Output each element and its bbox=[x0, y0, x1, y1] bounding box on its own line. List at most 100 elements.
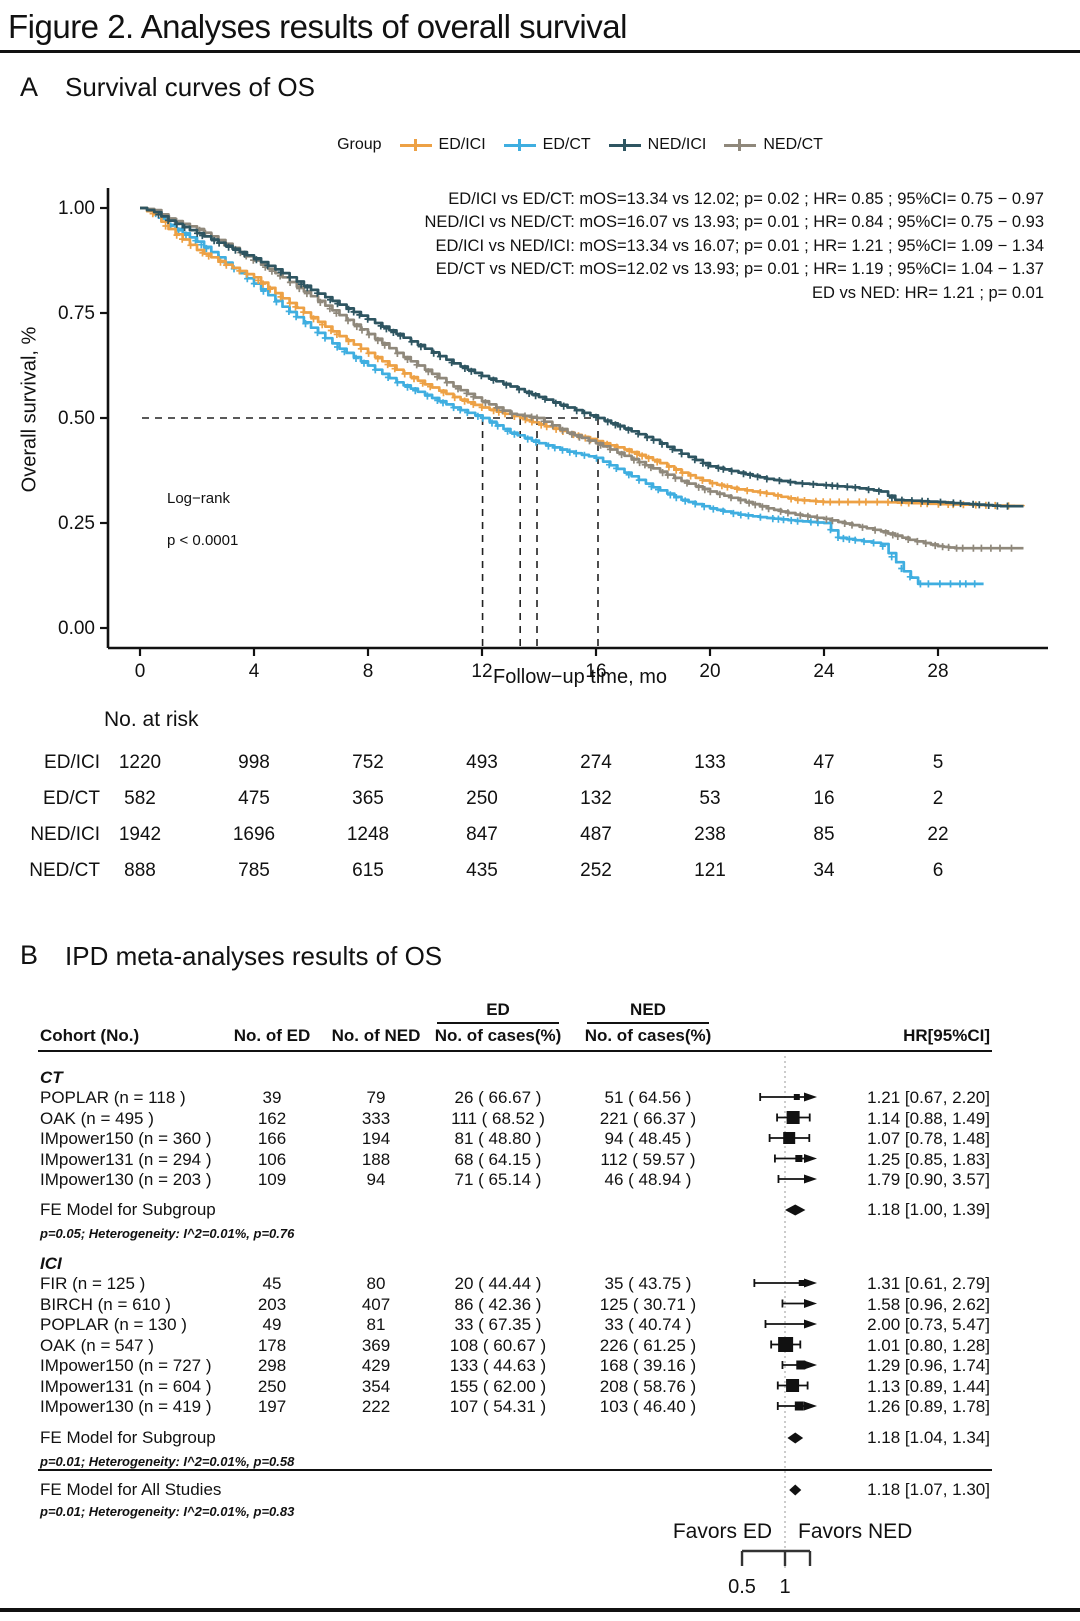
risk-count: 998 bbox=[238, 752, 270, 773]
forest-hr-cell: 1.07 [0.78, 1.48] bbox=[867, 1129, 990, 1148]
km-survival-plot: 1.00 0.75 0.50 0.25 0.00 0 4 8 12 16 20 24 28 bbox=[58, 188, 1048, 682]
ci-arrow-right bbox=[804, 1278, 817, 1288]
logrank-pvalue: p < 0.0001 bbox=[167, 532, 239, 549]
forest-cohort-cell: OAK (n = 547 ) bbox=[40, 1335, 154, 1355]
forest-cohort-cell: IMpower150 (n = 360 ) bbox=[40, 1129, 212, 1148]
forest-ned-count-cell: 39 bbox=[262, 1088, 282, 1107]
col-header-no-of-ned: No. of NED bbox=[331, 1026, 421, 1045]
annotation-line: ED/CT vs NED/CT: mOS=12.02 vs 13.93; p= … bbox=[435, 260, 1044, 279]
forest-nned-count-cell: 369 bbox=[361, 1335, 391, 1355]
forest-ned-count-cell: 49 bbox=[262, 1315, 282, 1334]
col-header-ed-cases: No. of cases(%) bbox=[434, 1026, 562, 1045]
risk-count: 615 bbox=[352, 860, 384, 881]
hr-point-square bbox=[778, 1337, 794, 1352]
forest-cohort-cell: IMpower131 (n = 294 ) bbox=[40, 1149, 212, 1169]
col-header-no-of-ed: No. of ED bbox=[233, 1026, 311, 1045]
legend-item-ed-ct: ED/CT bbox=[503, 136, 591, 154]
forest-hr-cell: 1.31 [0.61, 2.79] bbox=[867, 1274, 990, 1293]
figure-title: Figure 2. Analyses results of overall su… bbox=[8, 8, 627, 45]
km-censor-marks-ed-ici bbox=[149, 210, 1012, 510]
forest-ned-cases-cell: 94 ( 48.45 ) bbox=[604, 1129, 692, 1148]
figure-bottom-rule bbox=[0, 1608, 1080, 1612]
forest-cohort-cell: FIR (n = 125 ) bbox=[40, 1274, 146, 1293]
ci-arrow-right bbox=[804, 1299, 817, 1308]
legend-label: ED/CT bbox=[542, 136, 591, 153]
ed-ici-key-icon bbox=[399, 138, 432, 153]
risk-table-title: No. at risk bbox=[104, 708, 199, 731]
km-y-tick-label: 1.00 bbox=[58, 198, 95, 219]
forest-ed-cases-cell: 71 ( 65.14 ) bbox=[454, 1170, 542, 1189]
hr-point-square bbox=[783, 1132, 796, 1144]
col-header-hr: HR[95%CI] bbox=[903, 1026, 990, 1045]
forest-nned-count-cell: 79 bbox=[366, 1088, 386, 1107]
forest-subgroup-label: CT bbox=[40, 1068, 63, 1087]
forest-cohort-cell: IMpower130 (n = 419 ) bbox=[40, 1397, 212, 1416]
forest-hr-cell: 1.79 [0.90, 3.57] bbox=[867, 1170, 990, 1189]
forest-cohort-cell: IMpower130 (n = 203 ) bbox=[40, 1170, 212, 1189]
risk-row-label: ED/ICI bbox=[44, 752, 100, 773]
km-y-tick-label: 0.50 bbox=[58, 408, 95, 429]
forest-ned-count-cell: 109 bbox=[257, 1170, 287, 1189]
risk-count: 85 bbox=[813, 824, 835, 845]
risk-count: 238 bbox=[694, 824, 726, 845]
forest-nned-count-cell: 80 bbox=[366, 1274, 386, 1293]
legend-label: NED/ICI bbox=[647, 136, 707, 153]
forest-ned-count-cell: 197 bbox=[257, 1397, 287, 1416]
km-x-tick-label: 4 bbox=[249, 661, 260, 682]
subgroup-separator-rule bbox=[38, 1469, 992, 1471]
fe-subgroup-label: FE Model for Subgroup bbox=[40, 1428, 216, 1447]
km-y-tick-label: 0.25 bbox=[58, 513, 95, 534]
forest-hr-cell: 1.21 [0.67, 2.20] bbox=[867, 1088, 990, 1107]
header-rule bbox=[38, 1050, 992, 1052]
forest-ned-count-cell: 45 bbox=[262, 1274, 282, 1293]
forest-ned-count-cell: 178 bbox=[257, 1335, 287, 1355]
km-y-axis-label: Overall survival, % bbox=[18, 326, 41, 493]
forest-ed-cases-cell: 107 ( 54.31 ) bbox=[449, 1397, 547, 1416]
km-x-axis-label: Follow−up time, mo bbox=[493, 666, 667, 688]
forest-ed-cases-cell: 133 ( 44.63 ) bbox=[449, 1356, 547, 1375]
panel-a-heading: Survival curves of OS bbox=[65, 72, 315, 102]
annotation-line: ED vs NED: HR= 1.21 ; p= 0.01 bbox=[811, 283, 1044, 302]
risk-count: 847 bbox=[466, 824, 498, 845]
km-curve-ed-ct bbox=[140, 206, 984, 586]
annotation-line: NED/ICI vs NED/CT: mOS=16.07 vs 13.93; p… bbox=[424, 213, 1044, 232]
forest-subgroup-label: ICI bbox=[40, 1254, 62, 1273]
forest-nned-count-cell: 407 bbox=[361, 1294, 391, 1314]
forest-ned-cases-cell: 46 ( 48.94 ) bbox=[604, 1170, 692, 1189]
forest-ned-cases-cell: 51 ( 64.56 ) bbox=[604, 1088, 692, 1107]
forest-nned-count-cell: 429 bbox=[361, 1356, 391, 1375]
forest-ned-cases-cell: 33 ( 40.74 ) bbox=[604, 1315, 692, 1334]
km-y-tick-label: 0.00 bbox=[58, 618, 95, 639]
ci-arrow-right bbox=[804, 1401, 817, 1411]
fe-model-diamond bbox=[789, 1484, 802, 1496]
hr-point-square bbox=[794, 1401, 804, 1411]
km-x-tick-label: 0 bbox=[135, 661, 146, 682]
scale-tick-1: 1 bbox=[779, 1576, 791, 1598]
fe-all-studies-heterogeneity-note: p=0.01; Heterogeneity: I^2=0.01%, p=0.83 bbox=[40, 1504, 295, 1519]
forest-cohort-cell: POPLAR (n = 130 ) bbox=[40, 1315, 187, 1334]
km-legend: Group ED/ICI ED/CT NED/ICI NED/CT bbox=[112, 136, 1048, 154]
forest-hr-cell: 1.01 [0.80, 1.28] bbox=[867, 1335, 990, 1355]
forest-nned-count-cell: 194 bbox=[361, 1129, 391, 1148]
risk-row-label: NED/CT bbox=[29, 860, 100, 881]
panel-b-heading: IPD meta-analyses results of OS bbox=[65, 941, 443, 971]
ed-group-underline bbox=[437, 1022, 559, 1024]
forest-ed-cases-cell: 20 ( 44.44 ) bbox=[454, 1274, 542, 1293]
risk-count: 133 bbox=[694, 752, 726, 773]
forest-ed-cases-cell: 33 ( 67.35 ) bbox=[454, 1315, 542, 1334]
legend-label: ED/ICI bbox=[438, 136, 486, 153]
forest-hr-cell: 1.58 [0.96, 2.62] bbox=[867, 1294, 990, 1314]
risk-count: 487 bbox=[580, 824, 612, 845]
risk-count: 132 bbox=[580, 788, 612, 809]
fe-model-diamond bbox=[787, 1432, 804, 1444]
risk-row-label: NED/ICI bbox=[30, 824, 100, 845]
fe-subgroup-hr: 1.18 [1.00, 1.39] bbox=[867, 1200, 990, 1219]
risk-count: 752 bbox=[352, 752, 384, 773]
ned-ici-key-icon bbox=[608, 138, 641, 153]
forest-ned-cases-cell: 168 ( 39.16 ) bbox=[599, 1356, 697, 1375]
risk-count: 16 bbox=[813, 788, 835, 809]
risk-count: 121 bbox=[694, 860, 726, 881]
ci-arrow-right bbox=[804, 1360, 817, 1370]
forest-ed-cases-cell: 68 ( 64.15 ) bbox=[454, 1149, 542, 1169]
risk-count: 6 bbox=[932, 860, 944, 881]
